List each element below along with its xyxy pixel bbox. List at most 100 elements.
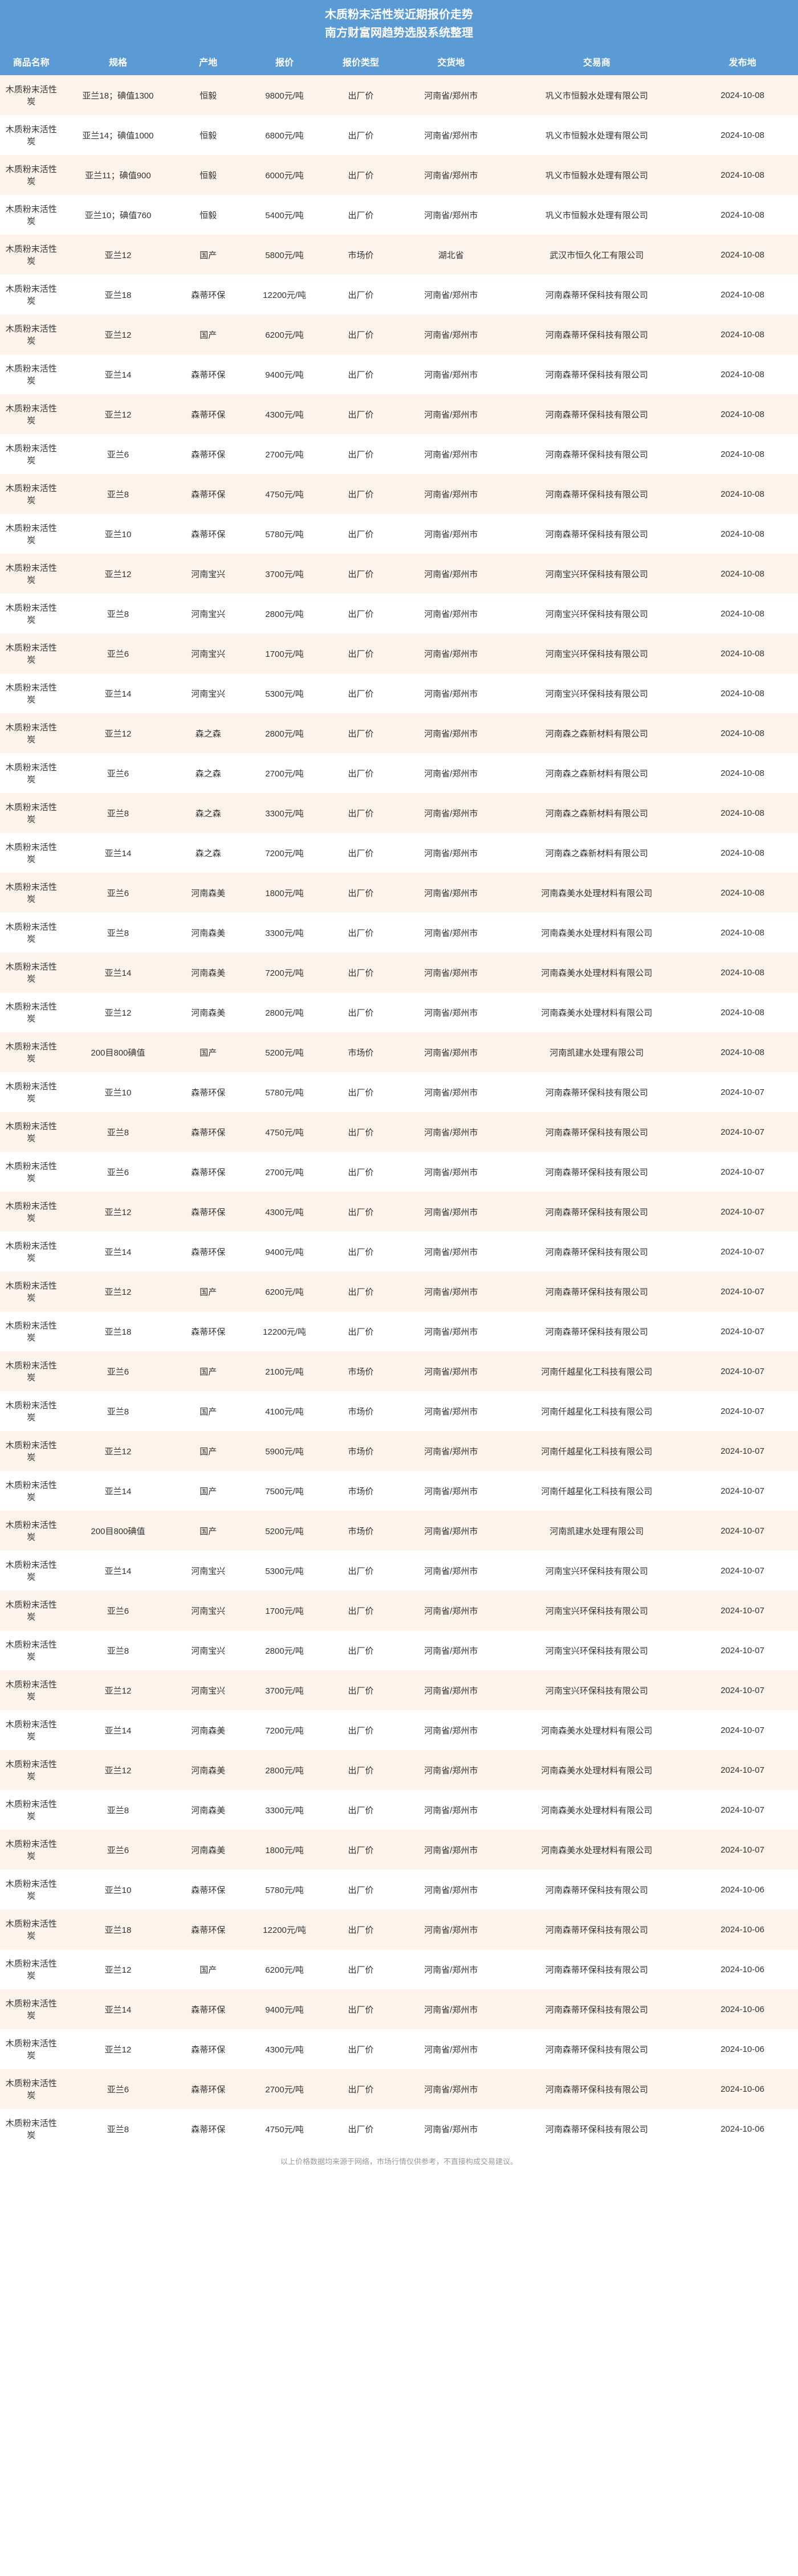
table-cell: 木质粉末活性炭 <box>0 1351 63 1391</box>
table-cell: 木质粉末活性炭 <box>0 1152 63 1192</box>
table-row: 木质粉末活性炭亚兰11；碘值900恒毅6000元/吨出厂价河南省/郑州市巩义市恒… <box>0 155 798 195</box>
table-cell: 巩义市恒毅水处理有限公司 <box>507 155 687 195</box>
table-cell: 2024-10-08 <box>687 753 798 793</box>
table-cell: 2024-10-08 <box>687 155 798 195</box>
table-cell: 出厂价 <box>326 394 396 434</box>
table-cell: 200目800碘值 <box>63 1511 174 1551</box>
table-cell: 亚兰6 <box>63 633 174 673</box>
table-cell: 2700元/吨 <box>243 434 326 474</box>
table-cell: 河南省/郑州市 <box>396 713 507 753</box>
table-cell: 9400元/吨 <box>243 1989 326 2029</box>
table-cell: 国产 <box>173 1351 243 1391</box>
table-cell: 木质粉末活性炭 <box>0 1471 63 1511</box>
table-cell: 亚兰8 <box>63 1112 174 1152</box>
table-cell: 出厂价 <box>326 2029 396 2069</box>
table-row: 木质粉末活性炭亚兰12国产6200元/吨出厂价河南省/郑州市河南森蒂环保科技有限… <box>0 314 798 354</box>
table-cell: 2800元/吨 <box>243 713 326 753</box>
table-cell: 2800元/吨 <box>243 992 326 1032</box>
table-cell: 4300元/吨 <box>243 2029 326 2069</box>
table-cell: 河南省/郑州市 <box>396 354 507 394</box>
table-cell: 河南省/郑州市 <box>396 1551 507 1590</box>
table-cell: 2024-10-07 <box>687 1590 798 1630</box>
table-cell: 河南省/郑州市 <box>396 434 507 474</box>
page-title-block: 木质粉末活性炭近期报价走势 南方财富网趋势选股系统整理 <box>0 0 798 48</box>
table-cell: 河南宝兴环保科技有限公司 <box>507 594 687 633</box>
table-cell: 河南宝兴 <box>173 1590 243 1630</box>
table-cell: 森蒂环保 <box>173 514 243 554</box>
table-cell: 5780元/吨 <box>243 514 326 554</box>
table-cell: 森之森 <box>173 753 243 793</box>
table-cell: 河南省/郑州市 <box>396 195 507 235</box>
table-cell: 河南仟越星化工科技有限公司 <box>507 1471 687 1511</box>
table-cell: 森蒂环保 <box>173 1072 243 1112</box>
table-cell: 森蒂环保 <box>173 1311 243 1351</box>
table-cell: 9400元/吨 <box>243 354 326 394</box>
table-cell: 2024-10-08 <box>687 833 798 873</box>
table-cell: 5200元/吨 <box>243 1032 326 1072</box>
table-cell: 出厂价 <box>326 1670 396 1710</box>
table-cell: 出厂价 <box>326 793 396 833</box>
table-cell: 河南森美 <box>173 873 243 913</box>
table-cell: 出厂价 <box>326 633 396 673</box>
table-cell: 12200元/吨 <box>243 1311 326 1351</box>
table-cell: 河南省/郑州市 <box>396 1989 507 2029</box>
table-cell: 森蒂环保 <box>173 474 243 514</box>
table-cell: 河南森美 <box>173 992 243 1032</box>
table-cell: 2024-10-08 <box>687 992 798 1032</box>
table-cell: 河南省/郑州市 <box>396 75 507 115</box>
table-cell: 木质粉末活性炭 <box>0 235 63 275</box>
table-cell: 河南宝兴 <box>173 633 243 673</box>
table-cell: 5300元/吨 <box>243 673 326 713</box>
table-cell: 出厂价 <box>326 713 396 753</box>
table-cell: 亚兰14 <box>63 1471 174 1511</box>
table-cell: 河南省/郑州市 <box>396 1870 507 1909</box>
table-cell: 3700元/吨 <box>243 554 326 594</box>
table-cell: 出厂价 <box>326 1311 396 1351</box>
table-row: 木质粉末活性炭亚兰12国产5800元/吨市场价湖北省武汉市恒久化工有限公司202… <box>0 235 798 275</box>
table-cell: 5200元/吨 <box>243 1511 326 1551</box>
table-cell: 9400元/吨 <box>243 1232 326 1271</box>
table-cell: 亚兰6 <box>63 1152 174 1192</box>
table-cell: 出厂价 <box>326 1192 396 1232</box>
table-cell: 河南省/郑州市 <box>396 2029 507 2069</box>
table-row: 木质粉末活性炭亚兰8河南森美3300元/吨出厂价河南省/郑州市河南森美水处理材料… <box>0 1790 798 1830</box>
table-cell: 亚兰10；碘值760 <box>63 195 174 235</box>
table-cell: 河南省/郑州市 <box>396 2109 507 2149</box>
table-cell: 亚兰6 <box>63 873 174 913</box>
table-cell: 国产 <box>173 1511 243 1551</box>
table-cell: 2800元/吨 <box>243 1750 326 1790</box>
col-header-ptype: 报价类型 <box>326 48 396 75</box>
table-cell: 亚兰8 <box>63 474 174 514</box>
table-cell: 国产 <box>173 1431 243 1471</box>
table-cell: 河南省/郑州市 <box>396 275 507 314</box>
table-row: 木质粉末活性炭亚兰12国产5900元/吨市场价河南省/郑州市河南仟越星化工科技有… <box>0 1431 798 1471</box>
table-cell: 2024-10-08 <box>687 913 798 952</box>
table-cell: 5780元/吨 <box>243 1870 326 1909</box>
table-row: 木质粉末活性炭亚兰12森之森2800元/吨出厂价河南省/郑州市河南森之森新材料有… <box>0 713 798 753</box>
table-cell: 木质粉末活性炭 <box>0 1112 63 1152</box>
table-cell: 亚兰18 <box>63 1311 174 1351</box>
table-cell: 亚兰12 <box>63 1670 174 1710</box>
table-row: 木质粉末活性炭亚兰12国产6200元/吨出厂价河南省/郑州市河南森蒂环保科技有限… <box>0 1949 798 1989</box>
table-cell: 河南宝兴 <box>173 1551 243 1590</box>
table-cell: 河南森美水处理材料有限公司 <box>507 1830 687 1870</box>
table-cell: 河南宝兴环保科技有限公司 <box>507 554 687 594</box>
table-cell: 6200元/吨 <box>243 314 326 354</box>
table-cell: 亚兰12 <box>63 1750 174 1790</box>
table-cell: 木质粉末活性炭 <box>0 1590 63 1630</box>
table-cell: 木质粉末活性炭 <box>0 1949 63 1989</box>
table-cell: 2024-10-07 <box>687 1152 798 1192</box>
table-cell: 6000元/吨 <box>243 155 326 195</box>
table-cell: 市场价 <box>326 1351 396 1391</box>
table-cell: 河南森蒂环保科技有限公司 <box>507 275 687 314</box>
table-cell: 出厂价 <box>326 354 396 394</box>
table-cell: 木质粉末活性炭 <box>0 1311 63 1351</box>
table-cell: 木质粉末活性炭 <box>0 1630 63 1670</box>
table-row: 木质粉末活性炭200目800碘值国产5200元/吨市场价河南省/郑州市河南凯建水… <box>0 1511 798 1551</box>
table-cell: 河南省/郑州市 <box>396 1032 507 1072</box>
table-row: 木质粉末活性炭亚兰12河南宝兴3700元/吨出厂价河南省/郑州市河南宝兴环保科技… <box>0 554 798 594</box>
table-cell: 6800元/吨 <box>243 115 326 155</box>
table-cell: 亚兰12 <box>63 554 174 594</box>
table-cell: 河南省/郑州市 <box>396 992 507 1032</box>
table-cell: 2800元/吨 <box>243 1630 326 1670</box>
